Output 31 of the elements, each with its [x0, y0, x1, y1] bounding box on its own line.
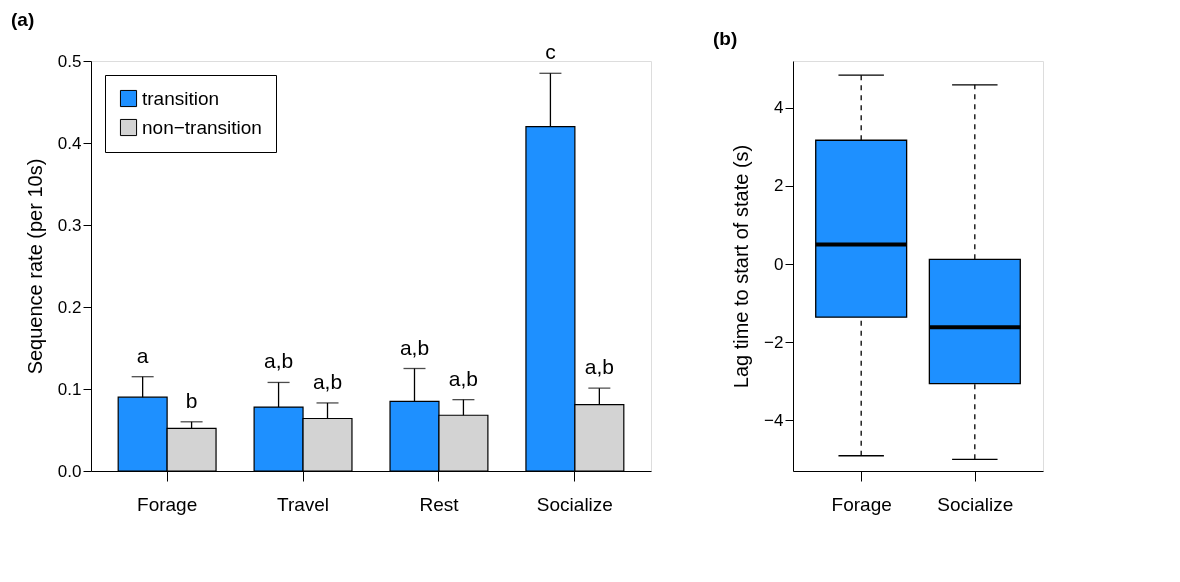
y-tick-label: 0.3 [57, 215, 82, 235]
x-tick-label: Socialize [937, 493, 1014, 515]
x-tick-label: Forage [831, 493, 892, 515]
y-tick-label: 4 [774, 98, 784, 118]
data-label: a,b [399, 335, 430, 359]
chart-title: (b) [713, 28, 738, 49]
x-tick-label: Forage [137, 493, 198, 515]
y-tick-label: 0.0 [57, 461, 82, 481]
data-label: a [136, 343, 149, 367]
y-axis-title: Sequence rate (per 10s) [23, 158, 46, 375]
legend-label: transition [142, 87, 220, 109]
data-label: a,b [584, 355, 614, 379]
data-label: a,b [448, 366, 479, 390]
y-tick-label: 0.1 [57, 379, 82, 399]
y-axis-title: Lag time to start of state (s) [730, 144, 753, 389]
data-label: c [545, 40, 556, 64]
y-tick-label: 0 [774, 254, 784, 274]
y-tick-label: 0.5 [57, 51, 82, 71]
chart-title: (a) [11, 9, 35, 31]
x-tick-label: Rest [419, 493, 460, 515]
legend-label: non−transition [142, 116, 262, 138]
y-tick-label: 0.4 [57, 133, 82, 153]
y-tick-label: 0.2 [57, 297, 82, 317]
data-label: b [185, 388, 198, 412]
x-tick-label: Socialize [536, 493, 613, 515]
y-tick-label: 2 [774, 176, 784, 196]
y-tick-label: −2 [764, 332, 784, 352]
y-tick-label: −4 [764, 410, 784, 430]
data-label: a,b [312, 369, 343, 393]
x-tick-label: Travel [276, 493, 330, 515]
data-label: a,b [263, 349, 294, 373]
